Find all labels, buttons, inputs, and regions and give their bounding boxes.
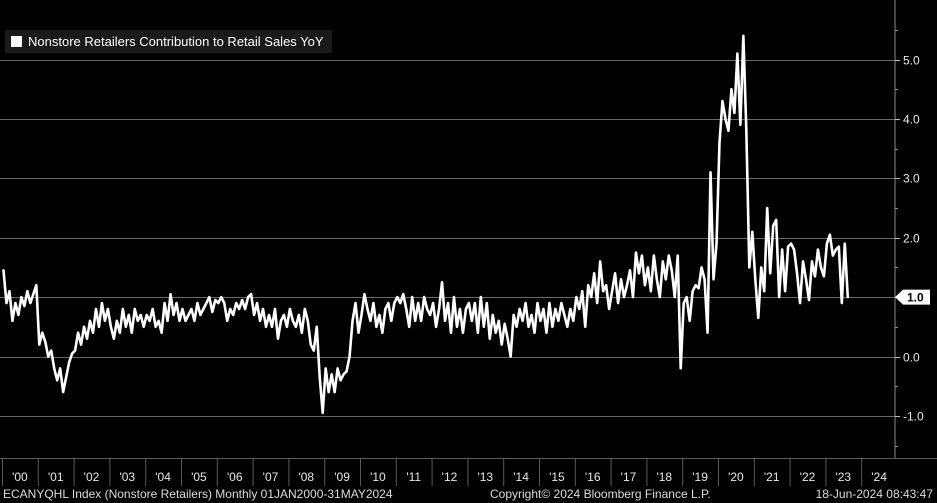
x-tick-label: '20	[728, 470, 744, 484]
x-tick-label: '17	[621, 470, 637, 484]
legend-label: Nonstore Retailers Contribution to Retai…	[28, 34, 324, 49]
x-tick-label: '04	[155, 470, 171, 484]
x-tick-label: '03	[119, 470, 135, 484]
x-tick-label: '16	[585, 470, 601, 484]
y-tick-label: 2.0	[903, 232, 920, 246]
y-axis-labels: -1.0 0.0 1.0 2.0 3.0 4.0 5.0	[903, 54, 924, 424]
x-axis-labels: '00 '01 '02 '03 '04 '05 '06 '07 '08 '09 '10 '11 '12 '…	[12, 470, 887, 484]
x-tick-label: '22	[800, 470, 816, 484]
x-tick-label: '08	[298, 470, 314, 484]
x-tick-label: '01	[48, 470, 64, 484]
y-tick-label: 5.0	[903, 54, 920, 68]
x-tick-label: '15	[549, 470, 565, 484]
last-value-label: 1.0	[907, 291, 924, 305]
x-tick-label: '23	[835, 470, 851, 484]
y-tick-label: -1.0	[903, 410, 924, 424]
x-tick-label: '14	[513, 470, 529, 484]
x-tick-label: '00	[12, 470, 28, 484]
y-tick-label: 0.0	[903, 351, 920, 365]
footer-timestamp: 18-Jun-2024 08:43:47	[815, 487, 933, 501]
x-tick-label: '06	[227, 470, 243, 484]
grid-lines	[0, 60, 895, 417]
legend-swatch	[11, 36, 22, 47]
y-tick-label: 3.0	[903, 172, 920, 186]
x-tick-label: '11	[406, 470, 421, 484]
x-tick-label: '24	[871, 470, 887, 484]
series-line	[2, 34, 850, 415]
x-tick-label: '12	[442, 470, 458, 484]
x-tick-label: '07	[263, 470, 279, 484]
y-tick-label: 4.0	[903, 113, 920, 127]
x-tick-label: '13	[477, 470, 493, 484]
x-tick-label: '02	[84, 470, 100, 484]
x-tick-label: '05	[191, 470, 207, 484]
x-tick-label: '09	[334, 470, 350, 484]
x-tick-label: '19	[692, 470, 708, 484]
x-tick-label: '18	[656, 470, 672, 484]
axis-ticks	[0, 0, 937, 486]
legend: Nonstore Retailers Contribution to Retai…	[5, 30, 332, 53]
x-tick-label: '21	[764, 470, 780, 484]
footer-ticker: ECANYQHL Index (Nonstore Retailers) Mont…	[3, 487, 393, 501]
footer-copyright: Copyright© 2024 Bloomberg Finance L.P.	[490, 487, 711, 501]
last-value-marker: 1.0	[895, 289, 930, 305]
x-tick-label: '10	[370, 470, 386, 484]
last-value-box	[895, 289, 930, 305]
footer: ECANYQHL Index (Nonstore Retailers) Mont…	[0, 486, 937, 503]
